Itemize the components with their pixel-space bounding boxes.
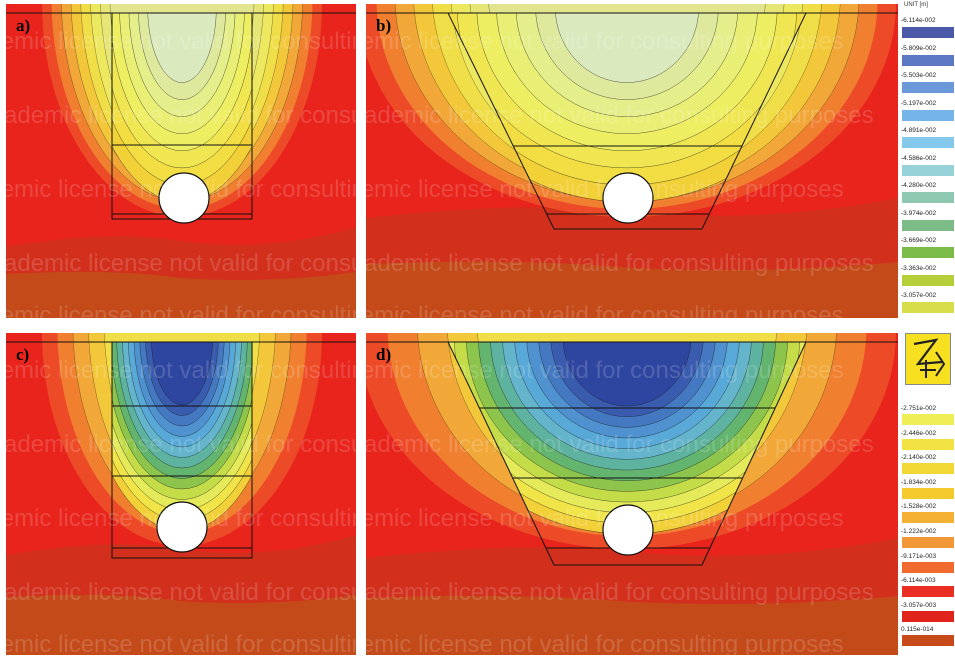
contour-plot [6,4,356,318]
legend-top-swatch [902,302,954,313]
pipe [156,501,208,553]
panel-label: c) [16,345,30,364]
color-legend: UNIT [m] -6.114e-002 -5.809e-002 -5.503e-0… [900,0,955,660]
contour-panel-d: Academic license not valid for consultin… [366,333,898,655]
contour-panel-a: Academic license not valid for consultin… [6,4,356,318]
legend-bottom-swatch [902,512,954,524]
legend-bottom-label: -2.446e-002 [901,429,937,437]
contour-panel-b: Academic license not valid for consultin… [366,4,898,318]
legend-top-label: -4.280e-002 [901,182,937,189]
legend-top-swatch [902,54,954,66]
legend-bottom-swatch [902,561,954,573]
legend-top-swatch [902,82,954,93]
legend-top-swatch [902,247,954,258]
legend-top-swatch [902,164,954,176]
legend-top-label: -4.891e-002 [901,127,937,134]
legend-bottom-label: -3.057e-003 [901,601,937,609]
legend-top-swatch [902,219,954,231]
legend-bottom-label: -1.834e-002 [901,478,937,486]
contour-plot [366,333,898,655]
legend-bottom-swatch [902,463,954,475]
legend-bottom-label: -1.222e-002 [901,528,937,535]
legend-top-label: -5.809e-002 [901,44,937,52]
panel-label: b) [376,16,392,35]
legend-unit: UNIT [m] [904,2,928,8]
legend-top-label: -3.363e-002 [901,264,937,272]
pipe [602,504,654,556]
contour-plot [6,333,356,655]
legend-top-label: -5.197e-002 [901,99,937,107]
legend-bottom-label: -6.114e-003 [901,577,936,585]
legend-top-swatch [902,192,954,203]
legend-top-label: -5.503e-002 [901,72,937,79]
logo-icon [913,338,946,378]
legend-bottom-swatch [902,635,954,647]
legend-top-swatch [902,137,954,148]
software-logo [905,333,951,385]
legend-bottom-label: -2.751e-002 [901,405,937,412]
legend-bottom-label: -9.171e-003 [901,552,937,560]
legend-bottom-swatch [902,537,954,548]
legend-top-label: -3.974e-002 [901,209,937,217]
panel-label: a) [16,16,31,35]
legend-top-label: -3.057e-002 [901,292,937,299]
contour-panel-c: Academic license not valid for consultin… [6,333,356,655]
legend-bottom-label: 0.115e-014 [901,626,934,634]
legend-bottom-swatch [902,438,954,450]
legend-top-label: -6.114e-002 [901,17,936,24]
legend-top-label: -4.586e-002 [901,154,937,162]
legend-top-label: -3.669e-002 [901,237,937,244]
legend-top-swatch [902,274,954,286]
contour-plot [366,4,898,318]
pipe [158,172,210,224]
legend-bottom-label: -2.140e-002 [901,454,937,462]
legend-top-swatch [902,27,954,38]
legend-bottom-swatch [902,586,954,598]
legend-bottom-swatch [902,487,954,499]
legend-bottom-label: -1.528e-002 [901,503,937,511]
pipe [602,172,654,224]
legend-top-swatch [902,109,954,121]
legend-bottom-swatch [902,610,954,622]
legend-bottom-swatch [902,414,954,425]
panel-label: d) [376,345,392,364]
